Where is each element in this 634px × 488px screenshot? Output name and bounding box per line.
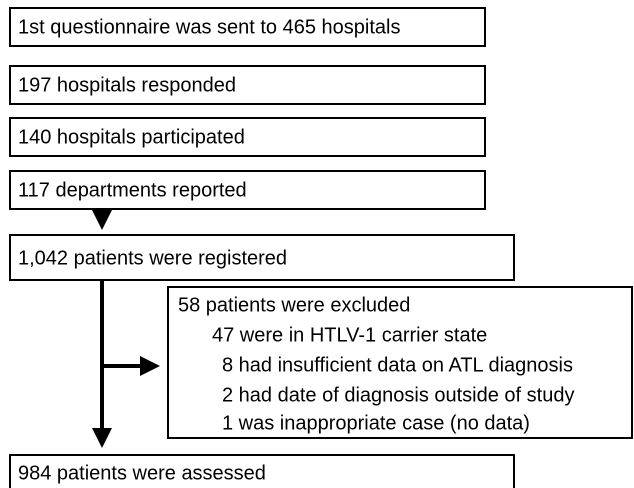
- box: [9, 65, 486, 105]
- box: [9, 234, 515, 281]
- exclusion-item: 2 had date of diagnosis outside of study: [222, 384, 574, 406]
- exclusion-box: [167, 286, 633, 439]
- box: [9, 7, 486, 47]
- node-label: 984 patients were assessed: [18, 462, 266, 484]
- node-label: 1st questionnaire was sent to 465 hospit…: [18, 16, 400, 38]
- exclusion-item: 8 had insufficient data on ATL diagnosis: [222, 354, 573, 376]
- node-label: 1,042 patients were registered: [18, 247, 287, 269]
- box: [9, 117, 486, 157]
- box: [9, 170, 486, 210]
- node-label: 140 hospitals participated: [18, 126, 245, 148]
- node-label: 197 hospitals responded: [18, 74, 236, 96]
- connectors: [92, 209, 160, 448]
- node-label: 117 departments reported: [18, 179, 247, 201]
- exclusion-title: 58 patients were excluded: [178, 294, 410, 316]
- box: [9, 454, 515, 488]
- exclusion-item: 1 was inappropriate case (no data): [222, 412, 530, 434]
- exclusion-item: 47 were in HTLV-1 carrier state: [212, 324, 487, 346]
